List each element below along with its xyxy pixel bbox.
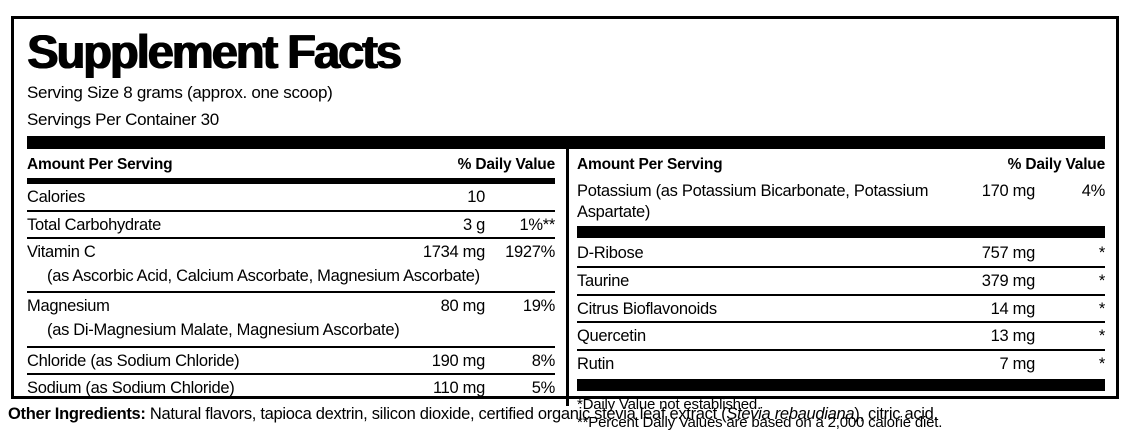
other-ingredients-text-end: ), citric acid. bbox=[854, 405, 938, 423]
row-dv: * bbox=[1098, 354, 1105, 373]
row-dv: * bbox=[1098, 244, 1105, 263]
other-ingredients-botanical-name: Stevia rebaudiana bbox=[726, 405, 855, 423]
left-column-rows: Calories 10 Total Carbohydrate 3 g 1%** Vitam… bbox=[27, 184, 555, 401]
table-row-main: Magnesium 80 mg 19% bbox=[27, 293, 555, 319]
table-row: Rutin 7 mg * bbox=[577, 351, 1105, 377]
serving-size-text: Serving Size 8 grams (approx. one scoop) bbox=[27, 83, 333, 103]
row-amount: 110 mg bbox=[432, 379, 485, 398]
left-column: Amount Per Serving % Daily Value Calorie… bbox=[27, 149, 566, 406]
row-amount: 13 mg bbox=[990, 327, 1036, 346]
table-row-main: Citrus Bioflavonoids 14 mg * bbox=[577, 296, 1105, 322]
separator-bar bbox=[577, 226, 1105, 239]
table-row: Calories 10 bbox=[27, 184, 555, 212]
panel-title: Supplement Facts bbox=[27, 25, 402, 78]
table-row: Chloride (as Sodium Chloride) 190 mg 8% bbox=[27, 348, 555, 376]
row-dv: 8% bbox=[531, 351, 556, 370]
table-row-main: Taurine 379 mg * bbox=[577, 268, 1105, 294]
column-divider bbox=[566, 149, 569, 407]
right-column: Amount Per Serving % Daily Value Potassi… bbox=[569, 149, 1105, 431]
table-row: Magnesium 80 mg 19% (as Di-Magnesium Malate… bbox=[27, 293, 555, 348]
row-name: Magnesium bbox=[27, 297, 110, 316]
other-ingredients-text: Natural flavors, tapioca dextrin, silico… bbox=[145, 405, 727, 423]
daily-value-header: % Daily Value bbox=[457, 156, 556, 174]
row-name: Vitamin C bbox=[27, 243, 96, 262]
servings-per-container-text: Servings Per Container 30 bbox=[27, 109, 219, 129]
footnotes: *Daily Value not established. **Percent … bbox=[577, 393, 1105, 433]
table-row-main: Chloride (as Sodium Chloride) 190 mg 8% bbox=[27, 348, 555, 374]
table-row: Potassium (as Potassium Bicarbonate, Pot… bbox=[577, 178, 1105, 224]
table-row: Quercetin 13 mg * bbox=[577, 323, 1105, 351]
row-name: Sodium (as Sodium Chloride) bbox=[27, 379, 235, 398]
right-column-rows: Potassium (as Potassium Bicarbonate, Pot… bbox=[577, 178, 1105, 392]
row-dv: 1927% bbox=[505, 243, 555, 262]
table-row-main: Vitamin C 1734 mg 1927% bbox=[27, 239, 555, 265]
supplement-facts-panel: Supplement Facts Serving Size 8 grams (a… bbox=[11, 16, 1119, 431]
other-ingredients: Other Ingredients: Natural flavors, tapi… bbox=[8, 404, 1118, 425]
separator-bar bbox=[577, 378, 1105, 391]
table-row: Vitamin C 1734 mg 1927% (as Ascorbic Acid, … bbox=[27, 239, 555, 294]
row-amount: 379 mg bbox=[981, 272, 1036, 290]
table-row: Citrus Bioflavonoids 14 mg * bbox=[577, 296, 1105, 324]
facts-columns: Amount Per Serving % Daily Value Calorie… bbox=[27, 149, 1105, 431]
row-dv: 5% bbox=[531, 379, 556, 398]
row-dv: 4% bbox=[1081, 182, 1106, 201]
table-row: Total Carbohydrate 3 g 1%** bbox=[27, 212, 555, 240]
row-dv: * bbox=[1098, 327, 1105, 346]
row-name: Calories bbox=[27, 188, 86, 207]
row-name: Rutin bbox=[577, 354, 615, 373]
row-amount: 757 mg bbox=[981, 244, 1036, 263]
row-name: Potassium (as Potassium Bicarbonate, Pot… bbox=[577, 182, 929, 221]
row-amount: 170 mg bbox=[981, 182, 1036, 201]
row-amount: 190 mg bbox=[431, 351, 486, 370]
table-row-main: Potassium (as Potassium Bicarbonate, Pot… bbox=[577, 178, 1105, 224]
row-subtext: (as Ascorbic Acid, Calcium Ascorbate, Ma… bbox=[47, 267, 480, 285]
amount-per-serving-header: Amount Per Serving bbox=[27, 156, 173, 174]
row-subtext: (as Di-Magnesium Malate, Magnesium Ascor… bbox=[47, 321, 400, 340]
row-name: Total Carbohydrate bbox=[27, 215, 162, 234]
other-ingredients-label: Other Ingredients: bbox=[8, 405, 146, 423]
table-row-main: Quercetin 13 mg * bbox=[577, 323, 1105, 349]
footnote-percent-daily-values: **Percent Daily Values are based on a 2,… bbox=[577, 413, 943, 431]
row-amount: 10 bbox=[467, 188, 485, 207]
row-dv: * bbox=[1098, 272, 1105, 290]
amount-per-serving-header: Amount Per Serving bbox=[577, 156, 723, 174]
daily-value-header: % Daily Value bbox=[1007, 156, 1106, 174]
row-amount: 14 mg bbox=[990, 299, 1036, 318]
row-dv: 1%** bbox=[519, 215, 556, 234]
row-amount: 7 mg bbox=[999, 354, 1036, 373]
row-name: Taurine bbox=[577, 272, 630, 290]
row-name: Quercetin bbox=[577, 327, 646, 346]
row-amount: 80 mg bbox=[440, 297, 486, 316]
row-amount: 1734 mg bbox=[422, 243, 485, 262]
table-row-main: Total Carbohydrate 3 g 1%** bbox=[27, 212, 555, 238]
right-column-header: Amount Per Serving % Daily Value bbox=[577, 149, 1105, 178]
footnote-daily-value: *Daily Value not established. bbox=[577, 395, 762, 413]
table-row-main: Calories 10 bbox=[27, 184, 555, 210]
row-name: Chloride (as Sodium Chloride) bbox=[27, 351, 240, 370]
row-name: Citrus Bioflavonoids bbox=[577, 299, 717, 318]
row-name: D-Ribose bbox=[577, 244, 644, 263]
table-row-main: Rutin 7 mg * bbox=[577, 351, 1105, 377]
table-row-main: Sodium (as Sodium Chloride) 110 mg 5% bbox=[27, 375, 555, 401]
table-row: Taurine 379 mg * bbox=[577, 268, 1105, 296]
row-dv: * bbox=[1098, 299, 1105, 318]
table-row: Sodium (as Sodium Chloride) 110 mg 5% bbox=[27, 375, 555, 401]
left-column-header: Amount Per Serving % Daily Value bbox=[27, 149, 555, 178]
table-row-main: D-Ribose 757 mg * bbox=[577, 240, 1105, 266]
row-amount: 3 g bbox=[462, 215, 485, 234]
table-row: D-Ribose 757 mg * bbox=[577, 240, 1105, 268]
row-dv: 19% bbox=[522, 297, 555, 316]
header-separator-bar bbox=[27, 178, 555, 185]
top-separator-bar bbox=[27, 136, 1105, 150]
